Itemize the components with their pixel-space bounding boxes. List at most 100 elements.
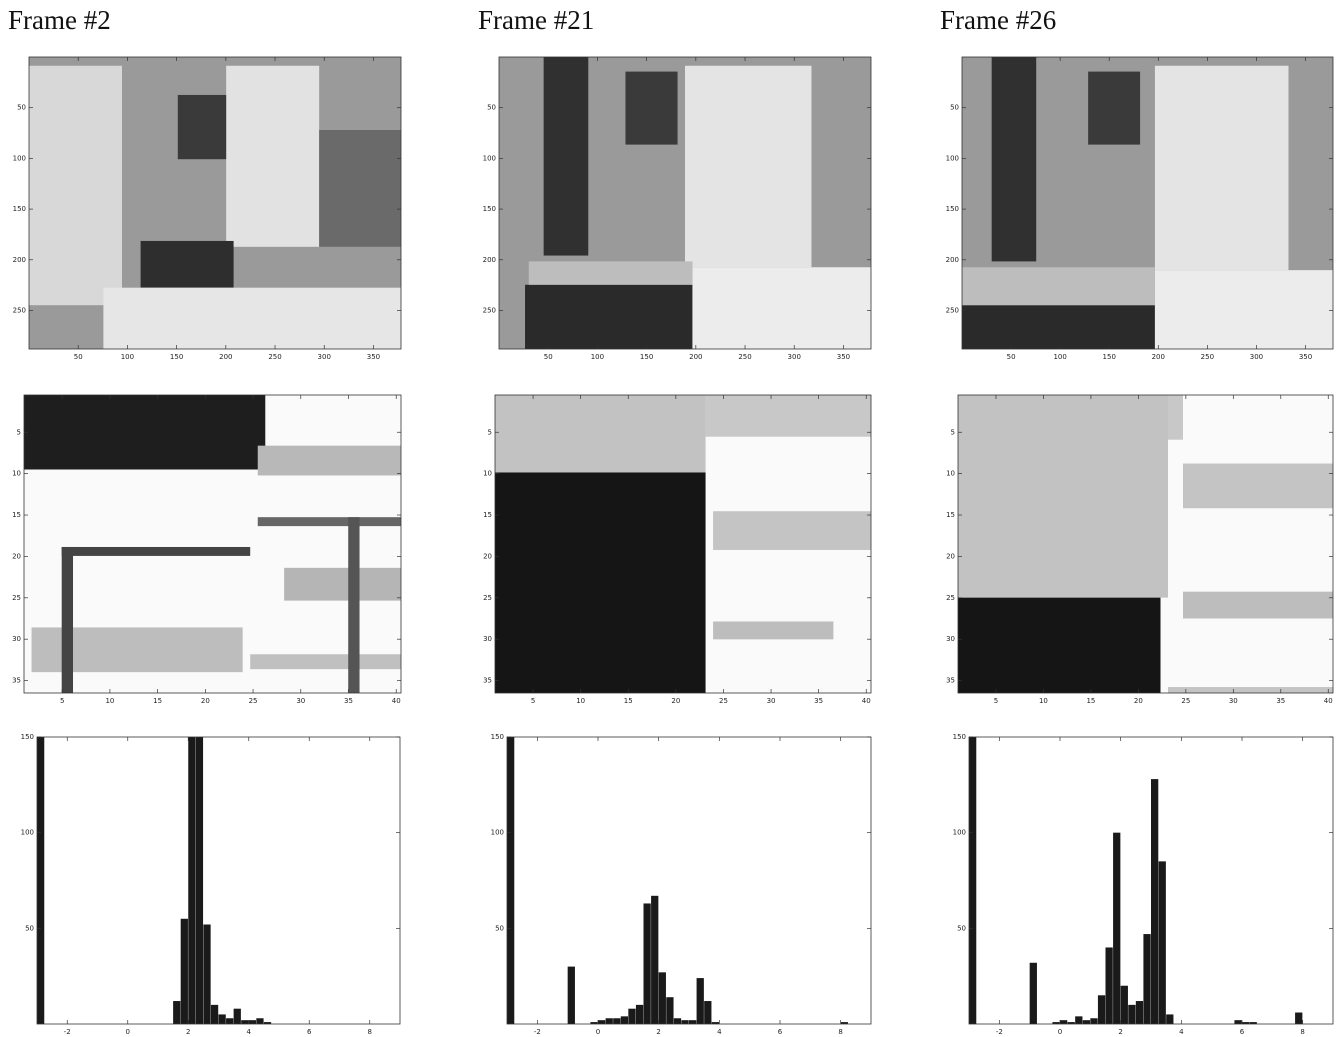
- histogram-bar: [1052, 1022, 1060, 1024]
- x-tick-label: 200: [1152, 353, 1165, 361]
- histogram-bar: [233, 1008, 241, 1024]
- photo-region: [962, 267, 1155, 306]
- y-tick-label: 250: [13, 306, 26, 314]
- axes-box: [494, 394, 872, 694]
- histogram-bar: [1060, 1020, 1068, 1024]
- histogram-bar: [507, 737, 515, 1024]
- photo-region: [692, 267, 871, 349]
- histogram-bar: [210, 1004, 219, 1024]
- x-tick-label: -2: [64, 1028, 71, 1036]
- histogram-bar: [1249, 1022, 1257, 1024]
- y-tick-label: 25: [483, 594, 492, 602]
- axes-box: [28, 56, 402, 350]
- histogram-bar: [651, 895, 659, 1024]
- histogram-bar: [37, 737, 45, 1024]
- x-tick-label: 6: [778, 1028, 783, 1036]
- x-tick-label: 200: [689, 353, 702, 361]
- panel: -2 0 2 4 6 8 50 100 150: [21, 733, 401, 1036]
- y-tick-label: 20: [483, 552, 492, 560]
- panel: 5 10 15 20 25 30 35 40 5 10 15 20 25 30 35: [946, 394, 1334, 705]
- histogram-bar: [1082, 1020, 1091, 1024]
- histogram-bar: [226, 1018, 234, 1024]
- y-tick-label: 35: [483, 677, 492, 685]
- x-tick-label: 4: [1179, 1028, 1184, 1036]
- histogram-bar: [1143, 934, 1151, 1024]
- x-tick-label: 150: [1103, 353, 1116, 361]
- y-tick-label: 50: [17, 104, 26, 112]
- y-tick-label: 15: [12, 511, 21, 519]
- panel: 5 10 15 20 25 30 35 40 5 10 15 20 25 30 35: [12, 394, 402, 705]
- patch-region: [495, 472, 706, 693]
- histogram-bar: [1135, 1001, 1144, 1024]
- histogram-bar: [263, 1022, 272, 1024]
- x-tick-label: 30: [296, 697, 305, 705]
- histogram-bar: [180, 918, 188, 1024]
- patch-region: [61, 546, 251, 556]
- patch-region: [495, 395, 706, 473]
- y-tick-label: 200: [483, 256, 496, 264]
- axes-box: [968, 736, 1334, 1025]
- axes-box: [957, 394, 1334, 694]
- x-tick-label: 100: [1053, 353, 1066, 361]
- x-tick-label: 300: [788, 353, 801, 361]
- panel: 50 100 150 200 250 300 350 50 100 150 200 250: [13, 56, 402, 361]
- histogram-bar: [673, 1018, 682, 1024]
- x-tick-label: 40: [392, 697, 401, 705]
- x-tick-label: 2: [656, 1028, 660, 1036]
- panel-title: Frame #21: [478, 5, 594, 35]
- histogram-bar: [241, 1020, 249, 1024]
- x-tick-label: 50: [1007, 353, 1016, 361]
- patch-region: [61, 546, 74, 693]
- y-tick-label: 250: [483, 306, 496, 314]
- patch-region: [257, 445, 401, 476]
- histogram-bar: [1234, 1020, 1242, 1024]
- y-tick-label: 100: [946, 154, 959, 162]
- x-tick-label: 6: [307, 1028, 312, 1036]
- x-tick-label: 25: [719, 697, 728, 705]
- y-tick-label: 20: [12, 552, 21, 560]
- x-tick-label: 5: [531, 697, 535, 705]
- x-tick-label: 250: [738, 353, 751, 361]
- histogram-bar: [620, 1016, 629, 1024]
- axes-box: [506, 736, 872, 1025]
- histogram-bar: [605, 1018, 613, 1024]
- x-tick-label: 5: [60, 697, 64, 705]
- histogram-bar: [195, 737, 204, 1024]
- x-tick-label: 150: [640, 353, 653, 361]
- photo-region: [525, 284, 693, 349]
- histogram-bar: [1097, 995, 1106, 1024]
- histogram-bar: [1128, 1004, 1136, 1024]
- histogram-bar: [711, 1022, 720, 1024]
- y-tick-label: 5: [17, 428, 21, 436]
- x-tick-label: 250: [1201, 353, 1214, 361]
- x-tick-label: 100: [591, 353, 604, 361]
- axes-box: [498, 56, 872, 350]
- x-tick-label: 10: [105, 697, 114, 705]
- histogram-bar: [256, 1018, 264, 1024]
- patch-region: [713, 511, 871, 550]
- histogram-bar: [188, 737, 196, 1024]
- x-tick-label: -2: [996, 1028, 1003, 1036]
- x-tick-label: 35: [814, 697, 823, 705]
- x-tick-label: 10: [1039, 697, 1048, 705]
- patch-region: [257, 517, 401, 527]
- x-tick-label: 10: [576, 697, 585, 705]
- x-tick-label: 8: [838, 1028, 842, 1036]
- axes-box: [36, 736, 401, 1025]
- panel: 50 100 150 200 250 300 350 50 100 150 200 250: [483, 56, 872, 361]
- y-tick-label: 50: [495, 924, 504, 932]
- photo-region: [319, 130, 401, 247]
- x-tick-label: 50: [74, 353, 83, 361]
- y-tick-label: 5: [488, 428, 492, 436]
- x-tick-label: 30: [1229, 697, 1238, 705]
- x-tick-label: 4: [717, 1028, 722, 1036]
- patch-region: [250, 654, 401, 670]
- x-tick-label: 0: [1058, 1028, 1062, 1036]
- histogram-bar: [681, 1020, 689, 1024]
- y-tick-label: 15: [946, 511, 955, 519]
- y-tick-label: 30: [483, 635, 492, 643]
- photo-region: [226, 65, 320, 247]
- x-tick-label: 8: [368, 1028, 372, 1036]
- histogram-bar: [1105, 947, 1113, 1024]
- y-tick-label: 25: [12, 594, 21, 602]
